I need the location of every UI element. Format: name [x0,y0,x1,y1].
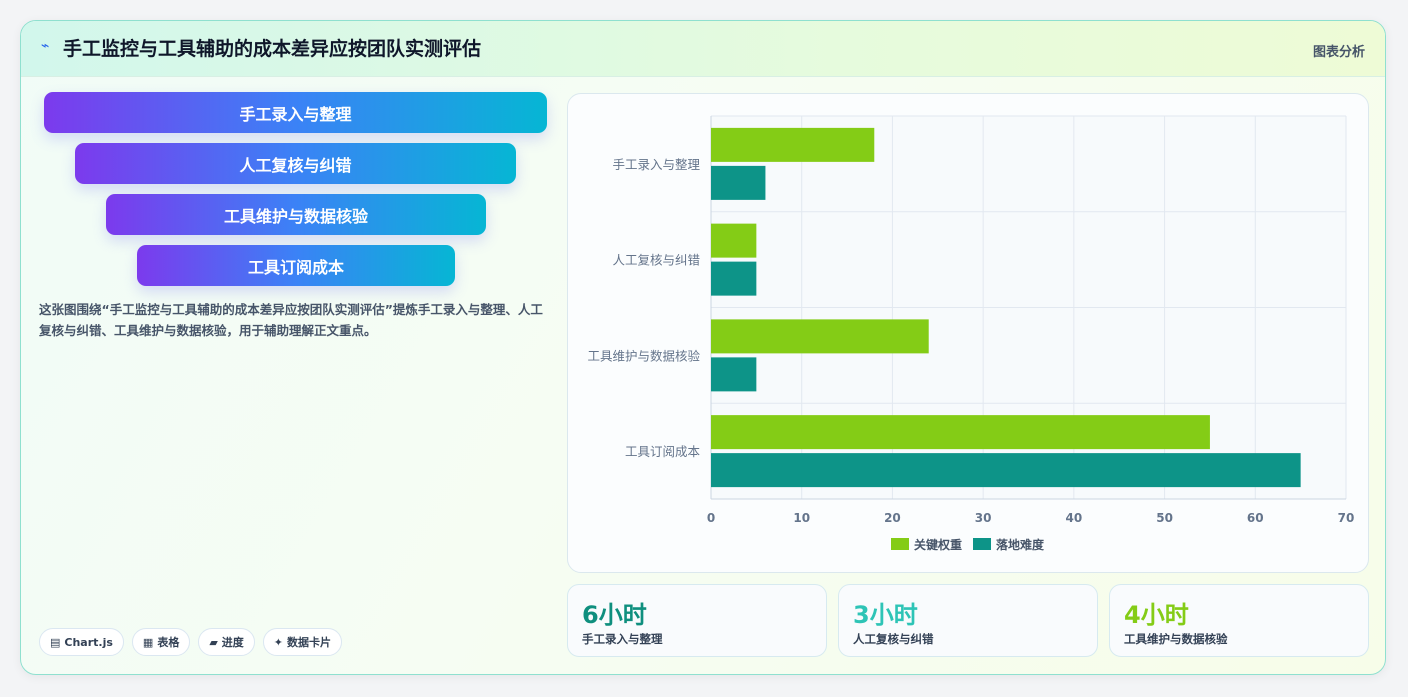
funnel-step: 工具维护与数据核验 [106,194,486,235]
bar [711,165,766,200]
main-card: ⌁ 手工监控与工具辅助的成本差异应按团队实测评估 图表分析 手工录入与整理 人工… [20,20,1386,675]
chip-label: 表格 [157,636,180,649]
funnel-step: 手工录入与整理 [44,92,547,133]
bar [711,453,1301,488]
chip-label: 数据卡片 [287,636,332,649]
chip-chartjs[interactable]: ▤ Chart.js [39,628,124,656]
category-label: 工具维护与数据核验 [587,348,700,363]
stat-card: 6小时 手工录入与整理 [567,584,827,657]
bar [711,127,875,162]
stat-value: 4小时 [1124,601,1189,629]
stat-label: 手工录入与整理 [582,632,663,646]
x-tick-label: 0 [707,511,715,525]
chip-label: Chart.js [64,635,113,649]
bar [711,223,757,258]
funnel-step-label: 人工复核与纠错 [239,155,352,175]
stat-card: 3小时 人工复核与纠错 [838,584,1098,657]
stat-card: 4小时 工具维护与数据核验 [1109,584,1369,657]
x-tick-label: 40 [1066,511,1083,525]
bar [711,261,757,296]
chip-label: 进度 [221,636,244,649]
category-label: 工具订阅成本 [625,444,701,459]
category-label: 手工录入与整理 [612,157,700,172]
stat-value: 3小时 [853,601,918,629]
chip-row: ▤ Chart.js ▦ 表格 ▰ 进度 ✦ 数据卡片 [39,628,343,656]
section-tag: 图表分析 [1312,45,1365,60]
chip-progress[interactable]: ▰ 进度 [198,628,255,656]
chip-data-card[interactable]: ✦ 数据卡片 [262,628,343,656]
page-title: 手工监控与工具辅助的成本差异应按团队实测评估 [63,38,482,60]
spark-icon: ⌁ [41,38,50,54]
legend-label: 落地难度 [996,537,1045,552]
funnel-step-label: 工具维护与数据核验 [223,206,368,226]
legend-swatch [973,538,991,550]
progress-icon: ▰ [209,635,218,649]
legend-label: 关键权重 [914,537,962,552]
description: 这张图围绕“手工监控与工具辅助的成本差异应按团队实测评估”提炼手工录入与整理、人… [39,302,543,338]
funnel-step-label: 工具订阅成本 [247,257,344,277]
funnel-step: 工具订阅成本 [137,245,455,286]
x-tick-label: 50 [1156,511,1173,525]
stat-label: 工具维护与数据核验 [1124,632,1228,646]
legend-swatch [891,538,909,550]
x-tick-label: 30 [975,511,992,525]
x-tick-label: 20 [884,511,901,525]
funnel-step-label: 手工录入与整理 [239,104,352,124]
chart-icon: ▤ [50,635,61,649]
sparkle-icon: ✦ [273,635,284,649]
bar [711,357,757,392]
chart-panel: 手工录入与整理 人工复核与纠错工具维护与数据核验工具订阅成本 0 10 20 30 40 50… [567,93,1369,573]
bar [711,319,929,354]
funnel-step: 人工复核与纠错 [75,143,516,184]
category-label: 人工复核与纠错 [612,253,700,268]
bar [711,415,1210,450]
stat-label: 人工复核与纠错 [853,632,934,646]
table-icon: ▦ [142,635,154,649]
chip-table[interactable]: ▦ 表格 [131,628,191,656]
header: ⌁ 手工监控与工具辅助的成本差异应按团队实测评估 图表分析 [21,21,1385,77]
x-tick-label: 10 [793,511,810,525]
stat-value: 6小时 [582,601,647,629]
x-tick-label: 70 [1338,511,1355,525]
x-tick-label: 60 [1247,511,1264,525]
